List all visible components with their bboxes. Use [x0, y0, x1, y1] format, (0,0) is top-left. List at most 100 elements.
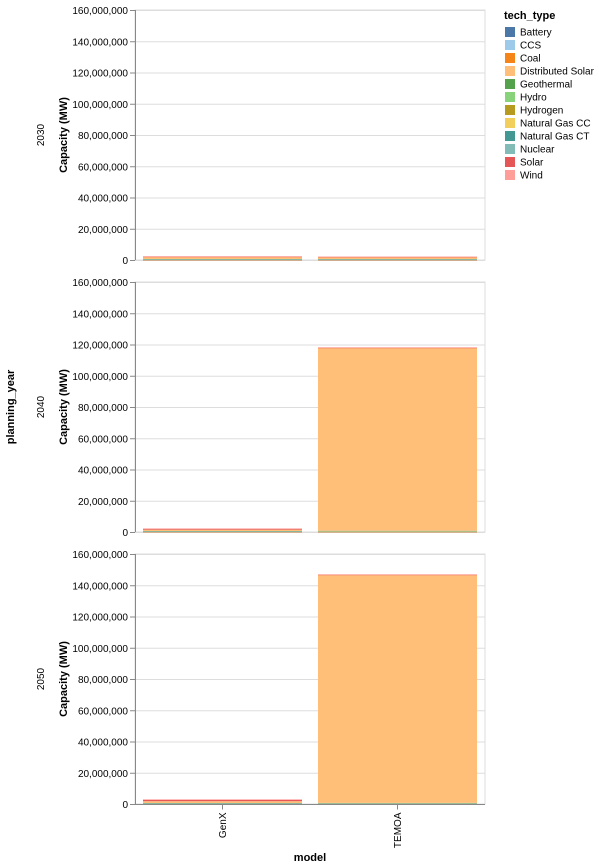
legend-swatch [505, 66, 515, 76]
bar-segment [318, 574, 477, 575]
bar-segment [318, 531, 477, 532]
bar-segment [143, 256, 302, 257]
legend-label: Solar [520, 158, 544, 169]
bar-segment [143, 531, 302, 532]
y-tick-label: 100,000,000 [72, 644, 128, 655]
bar-segment [318, 575, 477, 803]
bar-segment [318, 802, 477, 804]
legend-label: Hydrogen [520, 106, 563, 117]
bar-segment [143, 531, 302, 533]
facets: 0 20,000,000 40,000,000 60,000,000 80,000,00… [36, 6, 486, 811]
y-tick-label: 120,000,000 [72, 69, 128, 80]
bar-segment [318, 530, 477, 532]
y-tick-label: 60,000,000 [78, 706, 128, 717]
legend-swatch [505, 79, 515, 89]
x-axis-title: model [294, 852, 326, 864]
legend-item: Distributed Solar [505, 66, 595, 78]
bar-segment [143, 256, 302, 258]
bar-genx [143, 256, 302, 261]
facet-row-label: 2050 [36, 667, 47, 690]
bar-segment [318, 574, 477, 576]
legend-swatch [505, 92, 515, 102]
legend-item: Hydro [505, 92, 547, 104]
facet-2050: 0 20,000,000 40,000,000 60,000,000 80,000,00… [36, 550, 486, 811]
bar-segment [318, 259, 477, 260]
legend-swatch [505, 105, 515, 115]
legend-item: CCS [505, 40, 541, 52]
bar-temoa [318, 574, 477, 805]
y-tick-label: 160,000,000 [72, 278, 128, 289]
bar-segment [143, 259, 302, 260]
facet-2040: 0 20,000,000 40,000,000 60,000,000 80,000,00… [36, 278, 486, 539]
legend-label: Geothermal [520, 80, 572, 91]
legend-item: Wind [505, 170, 543, 182]
facet-row-label: 2040 [36, 395, 47, 418]
legend-swatch [505, 157, 515, 167]
bar-segment [318, 347, 477, 348]
bar-segment [318, 531, 477, 533]
legend-label: Natural Gas CT [520, 132, 589, 143]
bar-segment [143, 799, 302, 802]
bar-segment [318, 259, 477, 261]
bar-segment [318, 256, 477, 258]
y-tick-label: 20,000,000 [78, 769, 128, 780]
y-tick-label: 160,000,000 [72, 6, 128, 17]
y-tick-label: 60,000,000 [78, 162, 128, 173]
legend-item: Geothermal [505, 79, 572, 91]
y-tick-label: 160,000,000 [72, 550, 128, 561]
facet-row-label: 2030 [36, 123, 47, 146]
legend-swatch [505, 144, 515, 154]
bar-segment [318, 803, 477, 804]
bar-temoa [318, 347, 477, 533]
y-tick-label: 140,000,000 [72, 309, 128, 320]
legend-swatch [505, 131, 515, 141]
y-tick-label: 140,000,000 [72, 37, 128, 48]
legend-item: Hydrogen [505, 105, 563, 117]
bar-genx [143, 799, 302, 805]
facet-title: planning_year [5, 369, 17, 444]
bar-segment [143, 259, 302, 261]
y-tick-label: 60,000,000 [78, 434, 128, 445]
y-tick-label: 0 [122, 528, 128, 539]
legend-label: Hydro [520, 93, 547, 104]
y-tick-label: 40,000,000 [78, 194, 128, 205]
legend-item: Battery [505, 27, 552, 39]
bar-segment [143, 803, 302, 804]
x-tick-label: TEMOA [393, 812, 404, 848]
y-tick-label: 120,000,000 [72, 341, 128, 352]
bar-segment [318, 257, 477, 260]
legend-swatch [505, 170, 515, 180]
y-tick-label: 0 [122, 800, 128, 811]
y-tick-label: 80,000,000 [78, 675, 128, 686]
bar-segment [143, 528, 302, 530]
bar-genx [143, 528, 302, 533]
bar-temoa [318, 256, 477, 261]
y-tick-label: 20,000,000 [78, 497, 128, 508]
bar-segment [143, 528, 302, 530]
legend-label: Coal [520, 54, 541, 65]
bar-segment [143, 799, 302, 800]
y-axis-title: Capacity (MW) [58, 641, 70, 717]
y-tick-label: 100,000,000 [72, 100, 128, 111]
legend-label: Wind [520, 171, 543, 182]
legend: tech_type Battery CCS Coal Distributed Sola… [504, 10, 595, 182]
legend-swatch [505, 40, 515, 50]
bar-segment [143, 529, 302, 532]
y-tick-label: 140,000,000 [72, 581, 128, 592]
facet-2030: 0 20,000,000 40,000,000 60,000,000 80,000,00… [36, 6, 486, 267]
legend-item: Coal [505, 53, 541, 65]
y-tick-label: 80,000,000 [78, 131, 128, 142]
y-tick-label: 100,000,000 [72, 372, 128, 383]
legend-swatch [505, 118, 515, 128]
y-tick-label: 120,000,000 [72, 613, 128, 624]
bar-segment [318, 347, 477, 349]
bar-segment [318, 347, 477, 531]
y-tick-label: 40,000,000 [78, 738, 128, 749]
x-axis: GenX TEMOA [135, 804, 485, 848]
legend-item: Natural Gas CT [505, 131, 589, 143]
legend-label: Natural Gas CC [520, 119, 591, 130]
y-tick-label: 40,000,000 [78, 466, 128, 477]
y-tick-label: 20,000,000 [78, 225, 128, 236]
legend-item: Solar [505, 157, 544, 169]
